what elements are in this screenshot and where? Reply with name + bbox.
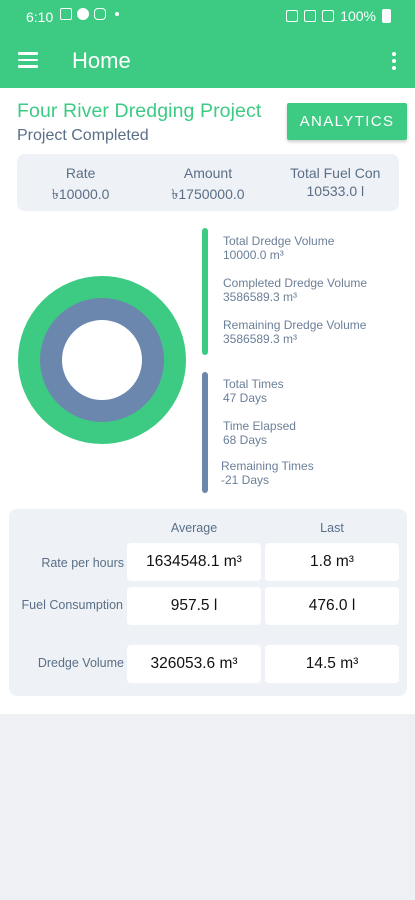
fuel-average-cell: 957.5 l [127, 587, 261, 625]
info-label: Time Elapsed [223, 419, 296, 433]
remaining-times: Remaining Times -21 Days [221, 459, 314, 487]
amount-stat: Amount ৳1750000.0 [144, 154, 271, 211]
info-label: Remaining Times [221, 459, 314, 473]
mute-icon [286, 10, 299, 22]
project-status: Project Completed [17, 127, 149, 144]
status-time: 6:10 [26, 9, 54, 25]
dredge-last-cell: 14.5 m³ [265, 645, 399, 683]
remaining-dredge-volume: Remaining Dredge Volume 3586589.3 m³ [223, 318, 366, 346]
average-header: Average [170, 521, 218, 535]
system-icons: 100% [286, 8, 391, 24]
fuel-stat: Total Fuel Con 10533.0 l [272, 154, 399, 211]
info-value: 10000.0 m³ [223, 248, 284, 262]
summary-stats: Rate ৳10000.0 Amount ৳1750000.0 Total Fu… [17, 154, 399, 211]
info-label: Remaining Dredge Volume [223, 318, 367, 332]
info-value: -21 Days [221, 473, 270, 487]
time-elapsed: Time Elapsed 68 Days [223, 419, 296, 447]
rate-last-cell: 1.8 m³ [265, 543, 399, 581]
info-value: 3586589.3 m³ [223, 332, 298, 346]
row-label-fuel: Fuel Consumption [21, 598, 123, 612]
hamburger-menu-icon[interactable] [18, 52, 38, 68]
fuel-last-cell: 476.0 l [265, 587, 399, 625]
inner-ring-time [40, 298, 164, 422]
outer-ring-volume [18, 276, 186, 444]
info-label: Completed Dredge Volume [223, 276, 368, 290]
gallery-notification-icon [60, 8, 72, 20]
battery-percent: 100% [340, 8, 376, 24]
facebook-notification-icon [77, 8, 89, 20]
signal-icon [322, 10, 335, 22]
stat-value: 10533.0 l [306, 183, 365, 199]
rate-stat: Rate ৳10000.0 [17, 154, 144, 211]
average-last-table: Average Last Rate per hours 1634548.1 m³… [9, 509, 407, 696]
time-indicator-bar [202, 372, 208, 493]
battery-icon [382, 9, 391, 23]
info-value: 47 Days [223, 391, 268, 405]
volume-indicator-bar [202, 228, 208, 355]
info-label: Total Times [223, 377, 284, 391]
app-bar: Home [0, 34, 415, 88]
top-bar: 6:10 100% Home [0, 0, 415, 88]
total-dredge-volume: Total Dredge Volume 10000.0 m³ [223, 234, 334, 262]
instagram-notification-icon [94, 8, 106, 20]
project-name: Four River Dredging Project [17, 100, 262, 122]
rate-average-cell: 1634548.1 m³ [127, 543, 261, 581]
dredge-average-cell: 326053.6 m³ [127, 645, 261, 683]
wifi-icon [304, 10, 317, 22]
row-label-rate: Rate per hours [41, 556, 124, 570]
notification-icons [60, 8, 119, 20]
more-notifications-icon [115, 12, 119, 16]
total-times: Total Times 47 Days [223, 377, 284, 405]
completed-dredge-volume: Completed Dredge Volume 3586589.3 m³ [223, 276, 367, 304]
stat-label: Total Fuel Con [290, 165, 381, 181]
overflow-menu-icon[interactable] [391, 52, 397, 70]
stat-value: ৳1750000.0 [171, 186, 245, 202]
stat-label: Rate [65, 165, 96, 181]
analytics-button[interactable]: ANALYTICS [287, 103, 407, 140]
row-label-dredge: Dredge Volume [37, 656, 124, 670]
info-label: Total Dredge Volume [223, 234, 335, 248]
last-header: Last [320, 521, 344, 535]
status-bar: 6:10 100% [0, 0, 415, 34]
page-title: Home [72, 48, 131, 73]
progress-donut-chart [18, 276, 186, 444]
info-value: 68 Days [223, 433, 268, 447]
info-value: 3586589.3 m³ [223, 290, 298, 304]
stat-label: Amount [183, 165, 233, 181]
project-card: Four River Dredging Project Project Comp… [0, 88, 415, 714]
stat-value: ৳10000.0 [51, 186, 110, 202]
